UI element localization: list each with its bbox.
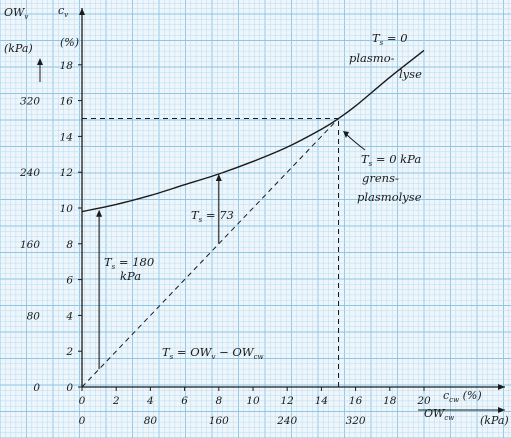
x-axis-secondary-label-unit: (kPa) [480,414,509,427]
y-tick-label: 10 [60,203,74,215]
x-secondary-tick-label: 80 [144,415,158,427]
y-secondary-tick-label: 240 [19,167,40,179]
x-tick-label: 18 [383,395,397,407]
x-axis-title-secondary: OWcw (kPa) [424,407,509,427]
y-tick-label: 0 [66,382,73,394]
annotation-plasmolyse: plasmolyse [357,190,422,204]
series-line-1 [81,49,425,213]
x-secondary-tick-label: 320 [346,415,366,427]
y-tick-label: 18 [60,60,74,72]
y-tick-label: 12 [60,167,74,179]
annotation-grens: grens- [362,171,399,185]
y-axis-secondary-label-line2: (kPa) [4,42,33,55]
x-tick-label: 12 [281,395,295,407]
arrow-head-1 [96,209,103,217]
annotation-ts-0-kpa: Ts = 0 kPa [361,152,421,168]
x-axis-label: ccw (%) [443,389,482,404]
annotation-ts-73: Ts = 73 [191,208,234,224]
annotation-ts-180: Ts = 180 [104,255,154,271]
y-tick-label: 2 [65,346,73,358]
y-axis-secondary-label-line1: OWv [4,6,28,21]
y-tick-label: 4 [65,310,73,322]
y-axis-title: cv (%) [58,4,79,49]
annotation-plasmo: plasmo- [349,51,395,65]
y-tick-label: 14 [60,131,73,143]
series-line-2 [81,118,339,388]
x-axis-arrowhead [498,384,505,390]
x-tick-label: 6 [181,395,188,407]
y-secondary-tick-label: 160 [20,239,40,251]
arrow-head-2 [215,173,222,181]
annotation-ts-formula: Ts = OWv − OWcw [162,345,264,361]
x-tick-label: 4 [146,395,154,407]
x-secondary-tick-label: 0 [79,415,86,427]
annotation-pointer-head [343,131,349,138]
x-tick-label: 20 [416,395,431,407]
chart-tick-labels: 0 2 4 6 8 10 12 14 16 18 200 80 160 240 32002468101214… [19,60,431,427]
chart-arrows [96,173,222,370]
y-tick-label: 6 [66,275,73,287]
y-axis-label-line2: (%) [60,36,79,49]
y-axis-label-line1: cv [58,4,68,19]
y-axis-title-secondary: OWv (kPa) [4,6,33,55]
chart-series [81,49,425,388]
y-axis-arrowhead [79,8,85,15]
x-tick-label: 16 [349,395,363,407]
x-axis-secondary-arrowhead [498,407,505,413]
x-tick-label: 8 [215,395,222,407]
y-tick-label: 16 [60,96,74,108]
annotation-kpa: kPa [120,269,141,283]
x-secondary-tick-label: 160 [209,415,229,427]
y-axis-secondary-arrowhead [37,58,43,65]
y-secondary-tick-label: 0 [33,382,40,394]
y-secondary-tick-label: 320 [20,96,40,108]
chart-axes [37,8,505,413]
x-secondary-tick-label: 240 [276,415,297,427]
x-axis-title: ccw (%) [443,389,482,404]
chart-guides [82,118,339,387]
annotation-ts-0: Ts = 0 [372,31,408,47]
y-tick-label: 8 [66,239,73,251]
x-tick-label: 14 [315,395,328,407]
x-tick-label: 0 [79,395,86,407]
x-tick-label: 2 [112,395,120,407]
y-secondary-tick-label: 80 [27,310,41,322]
x-tick-label: 10 [246,395,260,407]
chart-annotations: Ts = 180 kPa Ts = 73 Ts = OWv − OWcw Ts … [104,31,422,361]
annotation-lyse: lyse [399,67,422,81]
